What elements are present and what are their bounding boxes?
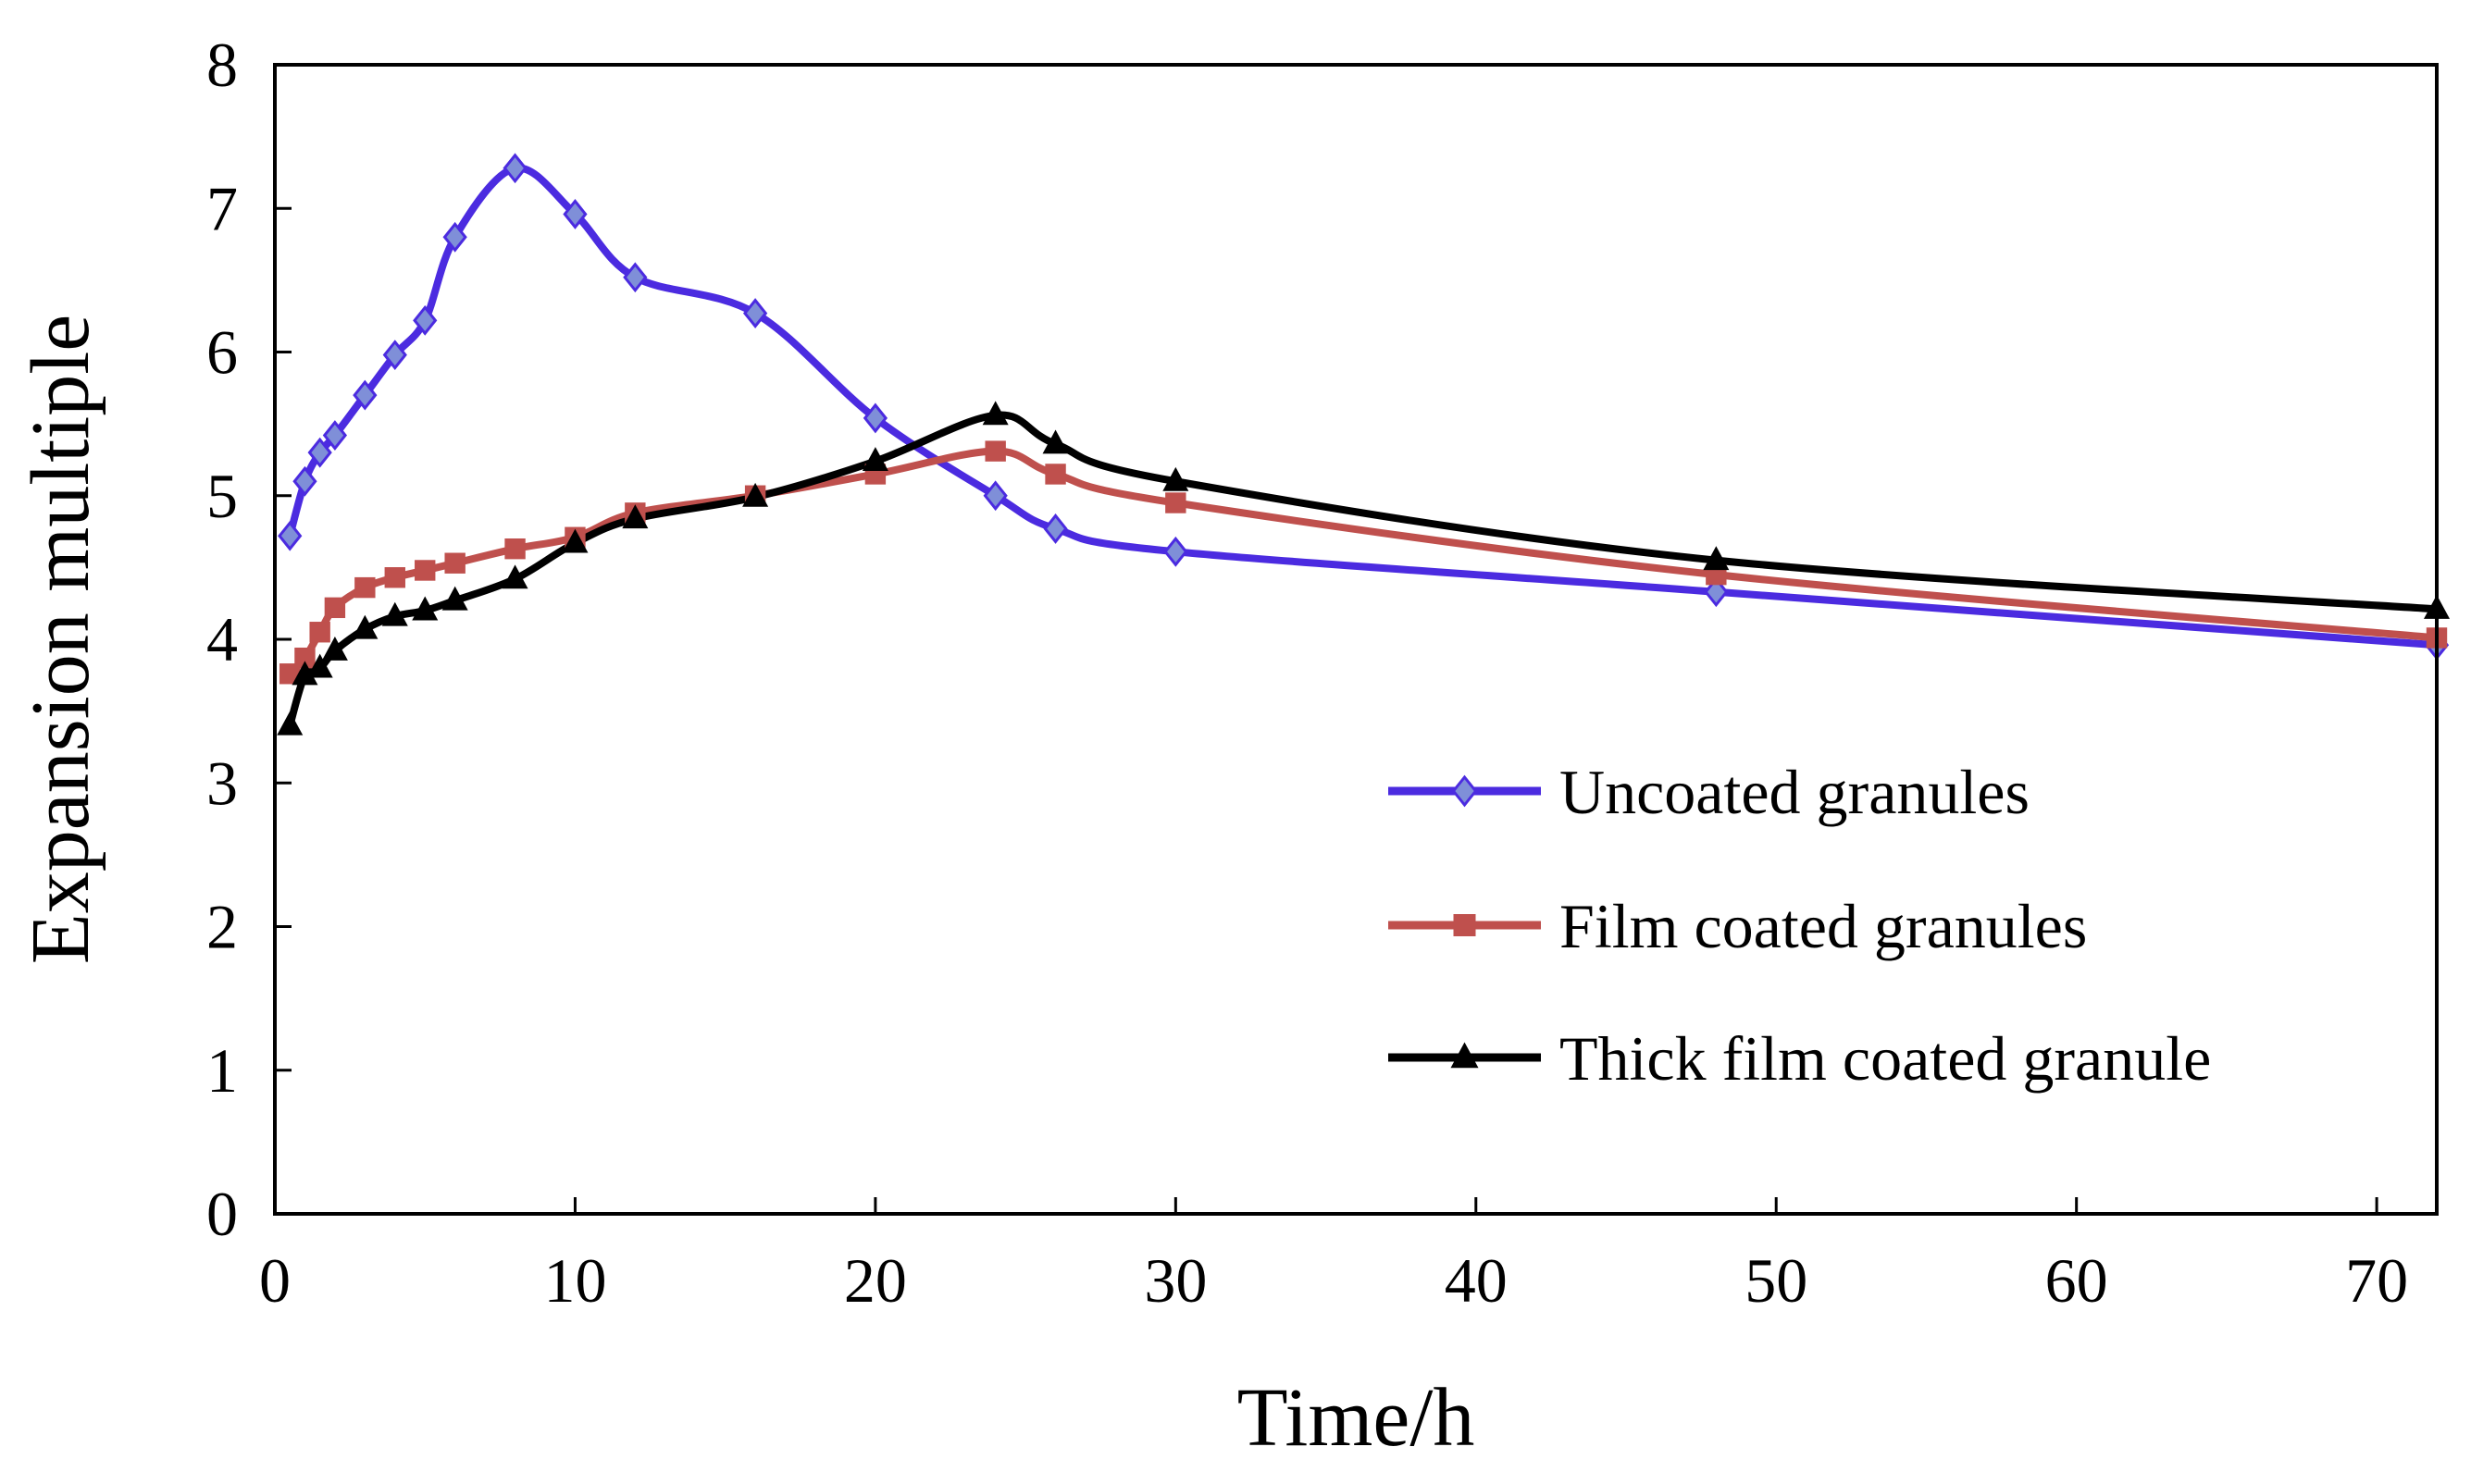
y-tick-label: 2	[206, 892, 238, 962]
data-point-thick-film-coated-granule	[1042, 429, 1069, 454]
x-tick-label: 60	[2045, 1245, 2108, 1316]
y-tick-label: 7	[206, 173, 238, 243]
data-point-thick-film-coated-granule	[292, 661, 318, 686]
data-point-film-coated-granules	[324, 597, 346, 619]
data-point-thick-film-coated-granule	[441, 586, 468, 611]
data-point-uncoated-granules	[503, 153, 528, 184]
legend-label-thick-film-coated-granule: Thick film coated granule	[1559, 1023, 2211, 1094]
data-point-uncoated-granules	[292, 465, 317, 497]
data-point-thick-film-coated-granule	[562, 528, 589, 553]
y-tick-label: 1	[206, 1035, 238, 1106]
y-tick-label: 5	[206, 461, 238, 531]
series-markers	[277, 153, 2450, 736]
data-point-thick-film-coated-granule	[502, 564, 528, 589]
data-point-uncoated-granules	[442, 221, 467, 253]
x-tick-label: 30	[1144, 1245, 1207, 1316]
data-point-film-coated-granules	[354, 576, 376, 599]
data-point-thick-film-coated-granule	[352, 614, 379, 639]
data-point-uncoated-granules	[278, 520, 303, 551]
data-point-film-coated-granules	[504, 538, 526, 560]
data-point-thick-film-coated-granule	[622, 504, 649, 529]
data-point-uncoated-granules	[322, 420, 348, 451]
y-tick-label: 3	[206, 748, 238, 818]
data-point-film-coated-granules	[1045, 464, 1066, 485]
data-point-film-coated-granules	[985, 440, 1006, 462]
data-point-uncoated-granules	[413, 304, 438, 336]
data-point-film-coated-granules	[294, 647, 316, 669]
legend-marker-thick-film-coated-granule	[1450, 1042, 1479, 1069]
legend: Uncoated granules Film coated granules Thi…	[1388, 757, 2211, 1094]
data-point-uncoated-granules	[623, 262, 648, 293]
legend-marker-film-coated-granules	[1453, 914, 1476, 936]
data-point-uncoated-granules	[382, 340, 407, 371]
data-point-uncoated-granules	[1043, 513, 1068, 544]
data-point-uncoated-granules	[563, 199, 588, 229]
data-point-uncoated-granules	[1163, 536, 1188, 567]
data-point-thick-film-coated-granule	[1162, 466, 1189, 491]
data-point-thick-film-coated-granule	[1703, 546, 1730, 571]
x-tick-label: 70	[2345, 1245, 2408, 1316]
y-tick-label: 0	[206, 1179, 238, 1249]
plot-frame	[273, 63, 2439, 1216]
data-point-uncoated-granules	[353, 379, 378, 411]
x-axis-title: Time/h	[1237, 1372, 1475, 1464]
data-point-thick-film-coated-granule	[321, 637, 348, 661]
data-point-thick-film-coated-granule	[306, 653, 333, 678]
data-point-thick-film-coated-granule	[277, 711, 304, 736]
data-point-uncoated-granules	[1704, 576, 1729, 608]
data-point-thick-film-coated-granule	[982, 401, 1009, 426]
data-point-film-coated-granules	[279, 663, 301, 685]
y-tick-label: 6	[206, 317, 238, 388]
x-tick-label: 20	[844, 1245, 907, 1316]
x-tick-label: 50	[1745, 1245, 1807, 1316]
data-point-thick-film-coated-granule	[742, 482, 769, 507]
y-tick-label: 4	[206, 604, 238, 674]
legend-marker-uncoated-granules	[1451, 774, 1478, 808]
data-point-film-coated-granules	[415, 560, 436, 581]
y-tick-labels: 0 1 2 3 4 5 6 7 8	[206, 30, 238, 1249]
legend-label-uncoated-granules: Uncoated granules	[1559, 757, 2030, 827]
x-tick-label: 0	[259, 1245, 291, 1316]
data-point-film-coated-granules	[444, 552, 466, 574]
y-axis-title: Expansion multiple	[15, 315, 106, 964]
x-tick-label: 40	[1445, 1245, 1508, 1316]
data-point-film-coated-granules	[309, 622, 330, 643]
data-point-uncoated-granules	[863, 402, 888, 434]
data-point-thick-film-coated-granule	[381, 601, 408, 626]
x-tick-label: 10	[543, 1245, 606, 1316]
data-point-uncoated-granules	[742, 298, 768, 328]
data-point-uncoated-granules	[307, 437, 332, 468]
data-point-uncoated-granules	[983, 480, 1008, 512]
data-point-film-coated-granules	[384, 567, 405, 588]
data-point-film-coated-granules	[1165, 492, 1186, 513]
y-tick-label: 8	[206, 30, 238, 100]
axis-ticks	[273, 63, 2378, 1216]
x-tick-labels: 0 10 20 30 40 50 60 70	[259, 1245, 2408, 1316]
legend-label-film-coated-granules: Film coated granules	[1559, 891, 2087, 961]
data-point-thick-film-coated-granule	[862, 447, 888, 471]
data-point-thick-film-coated-granule	[412, 596, 439, 621]
